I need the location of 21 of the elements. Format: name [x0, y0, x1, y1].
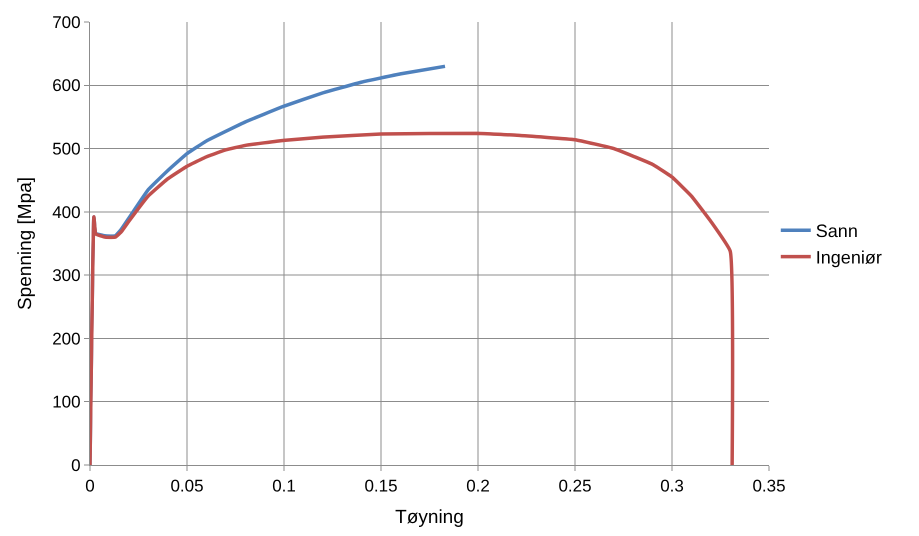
y-tick-label: 600: [52, 76, 81, 96]
y-axis-title: Spenning [Mpa]: [15, 176, 36, 310]
line-series: [90, 132, 734, 465]
legend-label: Sann: [816, 221, 858, 242]
x-tick-label: 0.2: [466, 476, 490, 496]
legend-label: Ingeniør: [816, 248, 882, 268]
x-tick-label: 0.3: [660, 476, 684, 496]
y-tick-label: 500: [52, 140, 81, 159]
y-tick-label: 200: [52, 329, 81, 348]
y-tick-label: 100: [52, 392, 81, 412]
x-tick-label: 0: [85, 476, 95, 496]
y-tick-label: 400: [52, 202, 81, 222]
y-tick-label: 0: [71, 456, 81, 475]
x-tick-label: 0.05: [170, 476, 204, 496]
x-tick-label: 0.35: [752, 476, 786, 496]
x-tick-label: 0.1: [272, 476, 296, 496]
y-tick-label: 300: [52, 266, 81, 286]
x-tick-label: 0.25: [558, 476, 592, 496]
x-axis-title: Tøyning: [395, 507, 464, 528]
x-tick-label: 0.15: [364, 476, 398, 496]
y-tick-label: 700: [52, 12, 81, 32]
